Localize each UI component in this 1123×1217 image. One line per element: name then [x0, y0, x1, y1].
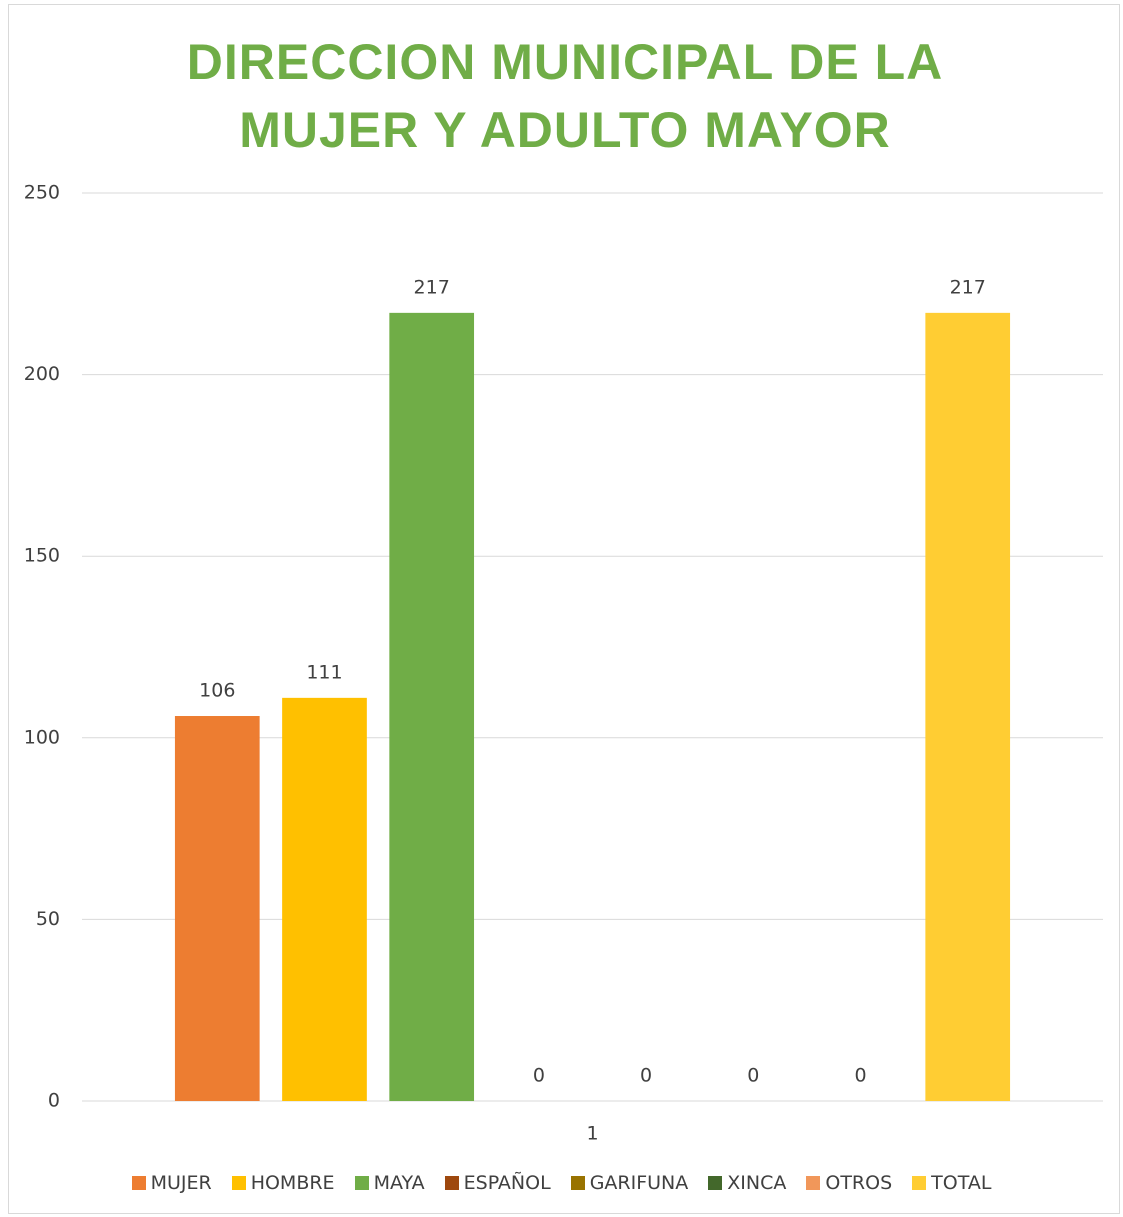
legend-label: MAYA — [373, 1172, 425, 1194]
data-label: 0 — [533, 1065, 545, 1087]
x-tick-label: 1 — [586, 1123, 598, 1145]
legend-item: HOMBRE — [231, 1172, 335, 1194]
bar — [282, 697, 367, 1101]
chart-frame — [8, 4, 1120, 1214]
data-label: 111 — [306, 661, 342, 683]
bar — [389, 312, 475, 1102]
legend: MUJER HOMBRE MAYA ESPAÑOL GARIFUNA XINCA OTROS… — [0, 1172, 1123, 1194]
bar — [925, 312, 1011, 1102]
y-tick-label: 100 — [24, 726, 60, 748]
y-tick-label: 200 — [24, 363, 60, 385]
legend-label: HOMBRE — [250, 1172, 335, 1194]
data-label: 217 — [414, 276, 450, 298]
legend-swatch — [912, 1176, 927, 1190]
data-label: 106 — [199, 680, 235, 702]
legend-item: GARIFUNA — [570, 1172, 689, 1194]
y-tick-label: 150 — [24, 545, 60, 567]
legend-item: MAYA — [354, 1172, 425, 1194]
legend-label: XINCA — [727, 1172, 787, 1194]
legend-label: GARIFUNA — [589, 1172, 689, 1194]
y-tick-label: 50 — [36, 908, 60, 930]
legend-item: MUJER — [131, 1172, 212, 1194]
legend-item: OTROS — [806, 1172, 892, 1194]
legend-swatch — [131, 1176, 146, 1190]
y-tick-label: 250 — [24, 182, 60, 204]
legend-label: ESPAÑOL — [463, 1172, 551, 1194]
legend-label: OTROS — [825, 1172, 893, 1194]
bar — [174, 716, 260, 1101]
y-tick-label: 0 — [48, 1090, 60, 1112]
legend-swatch — [708, 1176, 723, 1190]
legend-item: ESPAÑOL — [444, 1172, 551, 1194]
legend-swatch — [354, 1176, 369, 1190]
legend-label: TOTAL — [931, 1172, 992, 1194]
legend-swatch — [806, 1176, 821, 1190]
data-label: 0 — [640, 1065, 652, 1087]
legend-item: XINCA — [708, 1172, 786, 1194]
legend-swatch — [444, 1176, 459, 1190]
legend-swatch — [231, 1176, 246, 1190]
legend-item: TOTAL — [912, 1172, 991, 1194]
legend-label: MUJER — [150, 1172, 212, 1194]
chart-title: DIRECCION MUNICIPAL DE LA MUJER Y ADULTO… — [186, 34, 944, 158]
data-label: 217 — [950, 276, 986, 298]
data-label: 0 — [854, 1065, 866, 1087]
legend-swatch — [570, 1176, 585, 1190]
data-label: 0 — [747, 1065, 759, 1087]
